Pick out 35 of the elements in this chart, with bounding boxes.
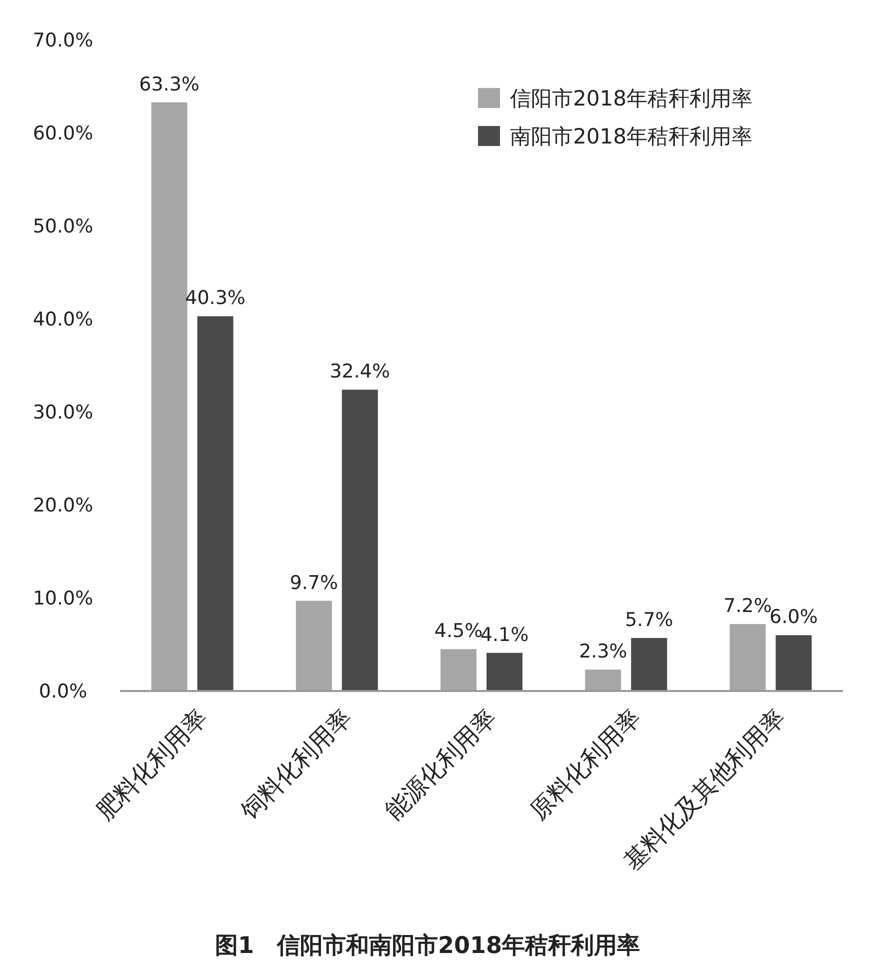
data-label: 40.3% (185, 287, 246, 310)
y-tick-label: 0.0% (38, 680, 88, 703)
bar (486, 652, 522, 691)
y-tick-label: 70.0% (32, 30, 94, 52)
data-label: 5.7% (624, 608, 674, 631)
y-tick-label: 20.0% (32, 494, 94, 517)
data-label: 32.4% (330, 360, 390, 383)
y-tick-label: 60.0% (32, 122, 94, 145)
y-tick-label: 40.0% (32, 308, 94, 331)
bar (197, 316, 234, 691)
data-label: 2.3% (578, 640, 628, 663)
bar (296, 600, 332, 691)
data-label: 6.0% (770, 606, 818, 628)
bar (730, 624, 766, 691)
bar (585, 670, 622, 691)
x-tick-label: 饲料化利用率 (234, 703, 358, 826)
bar (631, 638, 668, 691)
data-label: 4.5% (434, 620, 483, 642)
legend-label: 信阳市2018年秸秆利用率 (510, 86, 752, 110)
legend-label: 南阳市2018年秸秆利用率 (510, 124, 752, 148)
bar (440, 649, 476, 691)
y-tick-label: 10.0% (32, 588, 94, 610)
data-label: 7.2% (724, 595, 772, 618)
data-label: 4.1% (480, 624, 529, 646)
y-tick-label: 30.0% (32, 402, 94, 424)
data-label: 9.7% (290, 572, 338, 594)
x-tick-label: 原料化利用率 (524, 703, 646, 826)
data-label: 63.3% (139, 73, 200, 96)
bar (342, 390, 378, 691)
x-tick-label: 能源化利用率 (380, 703, 502, 826)
text: 图1 信阳市和南阳市2018年秸秆利用率 (214, 932, 640, 959)
bar (151, 102, 188, 691)
y-tick-label: 50.0% (32, 216, 94, 238)
bar (776, 635, 812, 691)
x-tick-label: 肥料化利用率 (90, 703, 212, 826)
